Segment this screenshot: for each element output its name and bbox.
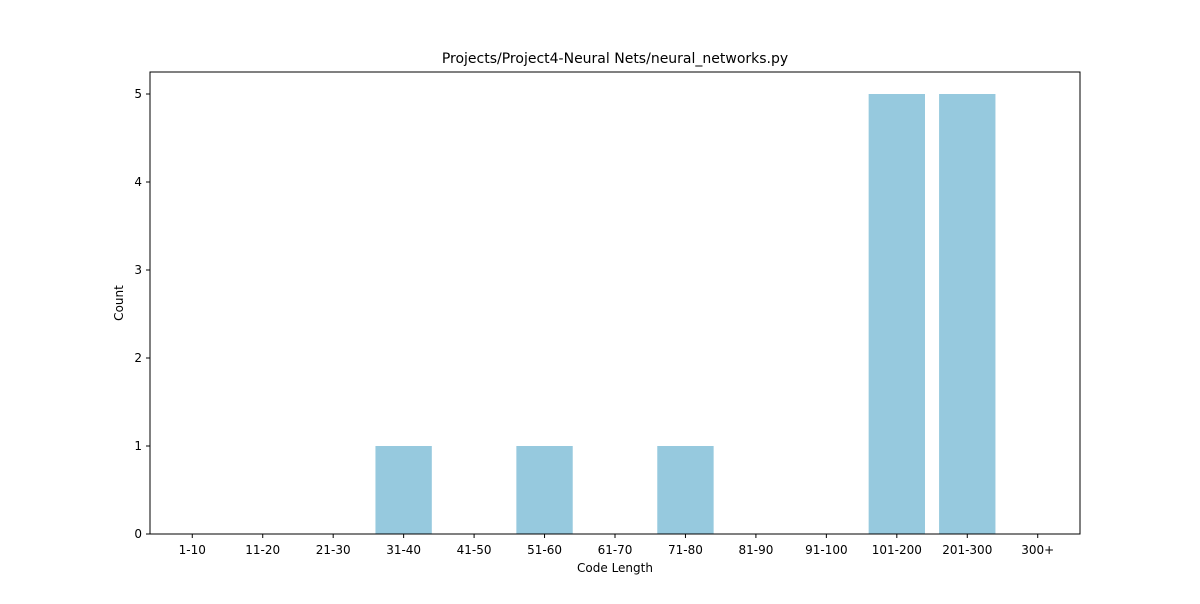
x-tick-label: 51-60 bbox=[527, 543, 562, 557]
x-tick-label: 1-10 bbox=[179, 543, 206, 557]
x-axis: 1-10 11-20 21-30 31-40 41-50 51-60 61-70 71-80 8… bbox=[179, 534, 1054, 557]
x-tick-label: 201-300 bbox=[942, 543, 992, 557]
x-tick-label: 91-100 bbox=[805, 543, 848, 557]
x-tick-label: 101-200 bbox=[872, 543, 922, 557]
x-tick-label: 31-40 bbox=[386, 543, 421, 557]
y-tick-label: 3 bbox=[134, 263, 142, 277]
y-tick-label: 4 bbox=[134, 175, 142, 189]
x-tick-label: 71-80 bbox=[668, 543, 703, 557]
y-axis-label: Count bbox=[112, 285, 126, 321]
bar-31-40 bbox=[375, 446, 432, 534]
bar-201-300 bbox=[939, 94, 996, 534]
x-tick-label: 300+ bbox=[1021, 543, 1054, 557]
bar-51-60 bbox=[516, 446, 573, 534]
x-tick-label: 11-20 bbox=[245, 543, 280, 557]
x-axis-label: Code Length bbox=[577, 561, 653, 575]
chart-title: Projects/Project4-Neural Nets/neural_net… bbox=[442, 51, 788, 67]
y-tick-label: 1 bbox=[134, 439, 142, 453]
x-tick-label: 61-70 bbox=[598, 543, 633, 557]
y-axis: 0 1 2 3 4 5 bbox=[134, 87, 150, 541]
x-tick-label: 21-30 bbox=[316, 543, 351, 557]
bar-71-80 bbox=[657, 446, 714, 534]
y-tick-label: 0 bbox=[134, 527, 142, 541]
bars-layer bbox=[375, 94, 996, 534]
y-tick-label: 2 bbox=[134, 351, 142, 365]
bar-101-200 bbox=[868, 94, 925, 534]
y-tick-label: 5 bbox=[134, 87, 142, 101]
x-tick-label: 41-50 bbox=[457, 543, 492, 557]
x-tick-label: 81-90 bbox=[738, 543, 773, 557]
